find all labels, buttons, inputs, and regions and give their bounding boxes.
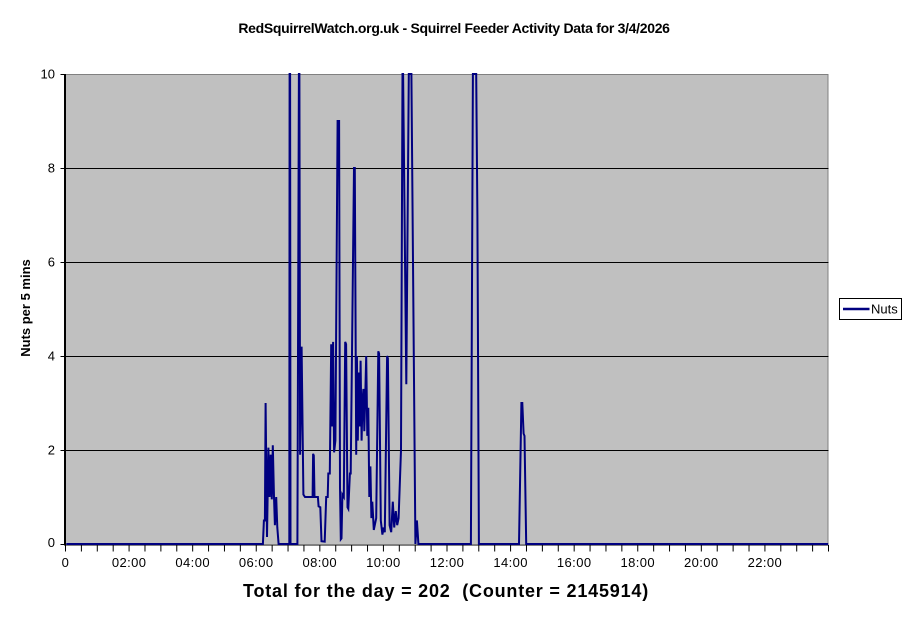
svg-text:0: 0 bbox=[62, 555, 70, 570]
svg-text:Nuts: Nuts bbox=[871, 302, 898, 317]
svg-text:Total for the day = 202 (Coun: Total for the day = 202 (Counter = 21459… bbox=[243, 581, 649, 601]
svg-text:06:00: 06:00 bbox=[239, 555, 274, 570]
svg-text:10:00: 10:00 bbox=[366, 555, 401, 570]
svg-text:04:00: 04:00 bbox=[175, 555, 210, 570]
svg-text:18:00: 18:00 bbox=[621, 555, 656, 570]
svg-text:16:00: 16:00 bbox=[557, 555, 592, 570]
svg-text:22:00: 22:00 bbox=[748, 555, 783, 570]
svg-text:14:00: 14:00 bbox=[493, 555, 528, 570]
svg-text:08:00: 08:00 bbox=[303, 555, 338, 570]
svg-text:0: 0 bbox=[48, 535, 55, 550]
svg-text:RedSquirrelWatch.org.uk - Squi: RedSquirrelWatch.org.uk - Squirrel Feede… bbox=[238, 20, 670, 36]
svg-text:Nuts per 5 mins: Nuts per 5 mins bbox=[18, 259, 33, 357]
svg-text:10: 10 bbox=[41, 67, 55, 82]
svg-text:02:00: 02:00 bbox=[112, 555, 147, 570]
svg-text:6: 6 bbox=[48, 255, 55, 270]
svg-text:20:00: 20:00 bbox=[684, 555, 719, 570]
svg-text:4: 4 bbox=[48, 349, 55, 364]
svg-text:8: 8 bbox=[48, 161, 55, 176]
svg-text:12:00: 12:00 bbox=[430, 555, 465, 570]
svg-text:2: 2 bbox=[48, 443, 55, 458]
